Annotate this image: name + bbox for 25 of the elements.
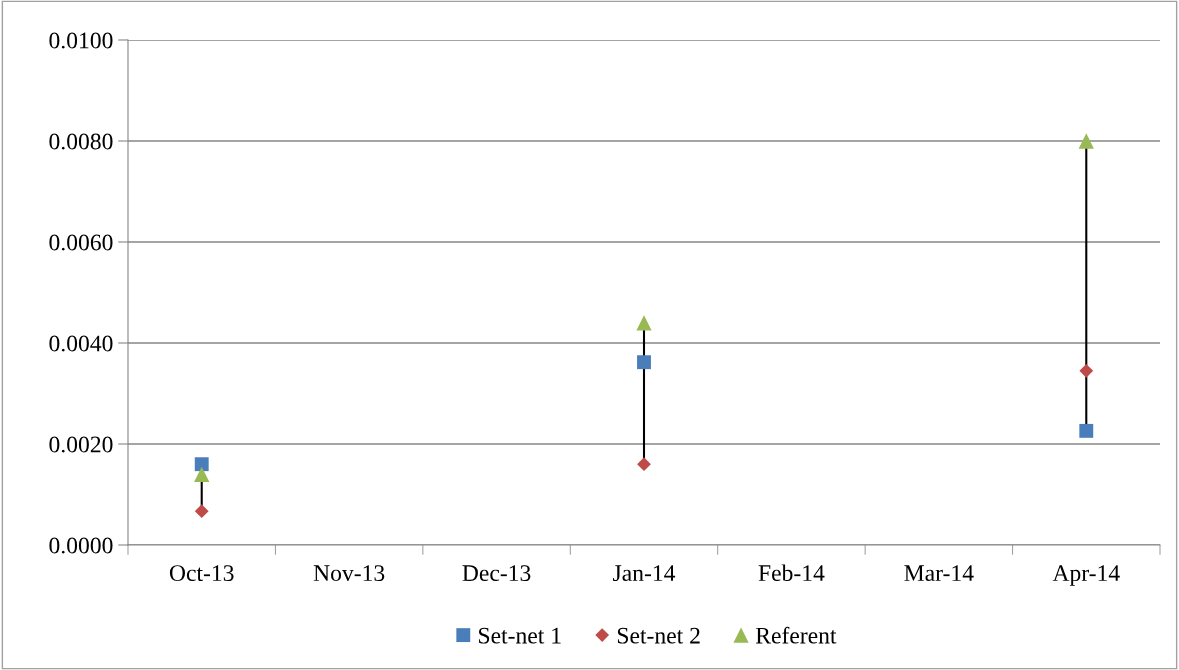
- x-tick-label: Feb-14: [758, 564, 825, 582]
- point: [636, 315, 652, 331]
- y-tick-label: 0.0100: [49, 32, 113, 49]
- y-tick-label: 0.0020: [49, 436, 113, 453]
- x-tick-label: Mar-14: [904, 565, 974, 582]
- point: [1079, 363, 1094, 378]
- y-tick-label: 0.0000: [49, 537, 113, 554]
- y-tick-label: 0.0060: [49, 234, 113, 251]
- x-tick-label: Jan-14: [613, 565, 676, 582]
- x-tick-label: Apr-14: [1052, 565, 1120, 586]
- y-tick-label: 0.0040: [49, 335, 113, 352]
- x-tick-label: Dec-13: [462, 565, 531, 582]
- x-tick-label: Oct-13: [169, 565, 234, 582]
- y-tick-label: 0.0080: [49, 133, 113, 150]
- legend-label: Set-net 1: [479, 627, 561, 644]
- point: [194, 466, 210, 482]
- point: [1078, 133, 1094, 149]
- point: [194, 504, 209, 519]
- point: [637, 457, 651, 472]
- point: [637, 355, 651, 370]
- point: [194, 457, 209, 472]
- x-tick-label: Nov-13: [313, 565, 385, 582]
- legend-label: Referent: [755, 626, 837, 644]
- legend-label: Set-net 2: [617, 627, 700, 644]
- point: [1079, 423, 1094, 438]
